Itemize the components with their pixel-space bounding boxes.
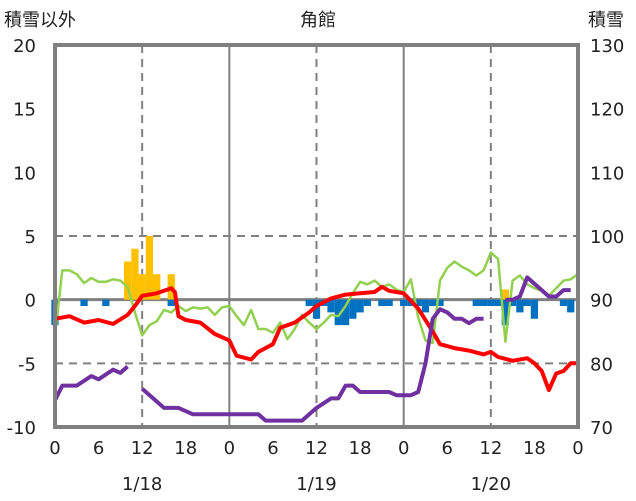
negative-bar	[305, 299, 313, 307]
date-label: 1/18	[122, 474, 162, 495]
x-tick-label: 12	[479, 438, 502, 459]
x-tick-label: 0	[398, 438, 409, 459]
negative-bar	[327, 299, 335, 313]
negative-bar	[334, 299, 342, 326]
left-tick-label: 0	[25, 291, 36, 312]
right-tick-label: 130	[590, 36, 624, 57]
plot-frame	[53, 43, 580, 429]
x-tick-label: 12	[131, 438, 154, 459]
negative-bar	[487, 299, 495, 307]
right-tick-label: 110	[590, 163, 624, 184]
negative-bar	[102, 299, 110, 307]
date-label: 1/20	[471, 474, 511, 495]
negative-bar	[363, 299, 371, 307]
snow-depth-series-line	[53, 365, 129, 402]
x-tick-label: 18	[349, 438, 372, 459]
wind-series-line	[53, 251, 579, 345]
negative-bar	[378, 299, 386, 307]
negative-bar	[567, 299, 575, 313]
left-tick-label: -5	[18, 354, 36, 375]
right-tick-label: 120	[590, 100, 624, 121]
negative-bar	[436, 299, 444, 307]
date-label: 1/19	[296, 474, 336, 495]
negative-bar	[530, 299, 539, 319]
negative-bar	[341, 299, 350, 326]
left-tick-label: 10	[13, 163, 36, 184]
right-tick-label: 90	[590, 291, 613, 312]
x-tick-label: 12	[305, 438, 328, 459]
gridlines	[55, 45, 578, 427]
right-tick-label: 80	[590, 354, 613, 375]
negative-bar	[349, 299, 357, 319]
left-tick-label: -10	[7, 418, 36, 439]
snowfall-bar	[138, 274, 146, 300]
left-tick-label: 15	[13, 100, 36, 121]
snow-depth-series-line	[140, 307, 484, 423]
negative-bar	[356, 299, 364, 313]
x-tick-label: 18	[523, 438, 546, 459]
snowfall-bar	[153, 274, 161, 300]
negative-bar	[494, 299, 502, 307]
negative-bar	[429, 299, 437, 307]
negative-bar	[312, 299, 321, 319]
x-tick-label: 0	[49, 438, 60, 459]
x-tick-label: 0	[224, 438, 235, 459]
negative-bar	[414, 299, 422, 307]
negative-bar	[479, 299, 488, 307]
negative-bar	[559, 299, 568, 307]
x-tick-label: 6	[442, 438, 453, 459]
right-tick-label: 100	[590, 227, 624, 248]
snowfall-bar	[124, 261, 132, 300]
x-tick-label: 6	[267, 438, 278, 459]
right-tick-label: 70	[590, 418, 613, 439]
x-tick-label: 18	[174, 438, 197, 459]
negative-bar	[508, 299, 517, 307]
negative-bar	[421, 299, 430, 313]
negative-bar	[400, 299, 408, 307]
negative-bar	[516, 299, 524, 313]
negative-bar	[385, 299, 393, 307]
snow-depth-series-line	[505, 275, 571, 302]
snowfall-bar	[145, 236, 154, 300]
left-axis-label: 積雪以外	[4, 10, 76, 31]
left-tick-label: 20	[13, 36, 36, 57]
negative-bar	[472, 299, 480, 307]
negative-bar	[167, 299, 175, 307]
x-tick-label: 0	[572, 438, 583, 459]
negative-bar	[80, 299, 88, 307]
temperature-series-line	[54, 284, 578, 393]
negative-bar	[501, 299, 509, 326]
right-axis-label: 積雪	[588, 10, 624, 31]
x-tick-label: 6	[93, 438, 104, 459]
left-tick-label: 5	[25, 227, 36, 248]
chart-title: 角館	[300, 10, 336, 31]
snowfall-bar	[501, 289, 509, 300]
snowfall-bar	[131, 248, 139, 300]
bars	[51, 236, 575, 326]
negative-bar	[523, 299, 531, 307]
lines	[53, 251, 579, 423]
